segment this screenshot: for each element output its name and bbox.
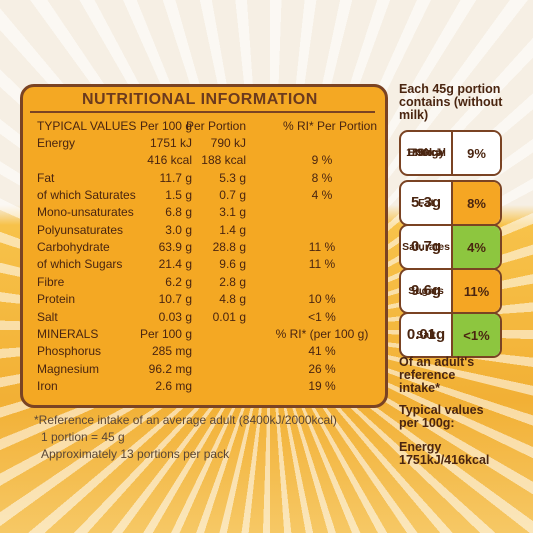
light-text: 0.7g [410,238,441,255]
table-cell: 9 % [311,153,333,168]
nutrition-panel [20,84,388,408]
table-cell: 2.8 g [219,274,246,289]
table-cell: 4.8 g [219,292,246,307]
light-text: Fat [418,196,434,209]
side-note: Typical values per 100g: [399,403,484,430]
table-cell: 1.4 g [219,222,246,237]
table-cell: 5.3 g [219,170,246,185]
divider [30,111,375,113]
table-cell: 19 % [308,378,336,393]
table-cell: Mono-unsaturates [37,205,134,220]
light-text: 5.3g [410,194,441,211]
table-cell: 4 % [311,188,333,203]
light-box: Salt 0.01g <1% [399,312,502,358]
table-cell: 10 % [308,292,336,307]
table-cell: 285 mg [151,344,192,359]
light-percent: <1% [453,314,500,356]
table-cell: Salt [37,309,58,324]
header-cell: % RI* Per Portion [282,119,378,133]
side-intro: Each 45g portion contains (without milk) [399,82,503,122]
light-box: Energy 790kJ 188kcal 9% [399,130,502,176]
header-cell: TYPICAL VALUES [37,119,137,133]
light-box: Saturates 0.7g 4% [399,224,502,270]
light-text: 790kJ [410,146,442,159]
table-cell: 2.6 mg [155,378,192,393]
table-cell: Fat [37,170,55,185]
table-cell: 790 kJ [210,136,246,150]
light-text: Salt [416,328,436,341]
table-cell: 3.0 g [165,222,192,237]
table-cell: 416 kcal [147,153,192,168]
table-cell: 0.01 g [212,309,246,324]
table-cell: of which Sugars [37,257,123,272]
footnote: 1 portion = 45 g [41,430,125,444]
table-cell: 0.7 g [219,188,246,203]
light-label: Salt 0.01g [401,314,453,356]
light-label: Sugars 9.6g [401,270,453,312]
table-cell: % RI* (per 100 g) [275,326,369,341]
side-note: Of an adult's reference intake* [399,355,475,395]
table-cell: Energy [37,136,76,150]
table-cell: 21.4 g [158,257,192,272]
header-cell: Per 100 g [139,119,192,133]
table-cell: Polyunsaturates [37,222,124,237]
table-cell: Protein [37,292,76,307]
light-percent: 9% [453,132,500,174]
light-box: Fat 5.3g 8% [399,180,502,226]
light-box: Sugars 9.6g 11% [399,268,502,314]
table-cell: 6.8 g [165,205,192,220]
table-cell: 28.8 g [212,240,246,255]
table-cell: MINERALS [37,326,99,341]
light-text: 188kcal [406,146,446,159]
light-percent: 11% [453,270,500,312]
light-percent: 4% [453,226,500,268]
table-cell: of which Saturates [37,188,136,203]
side-note: Energy 1751kJ/416kcal [399,440,490,467]
light-text: Energy [407,146,445,159]
table-cell: 96.2 mg [148,361,192,376]
table-cell: Fibre [37,274,65,289]
table-cell: 9.6 g [219,257,246,272]
table-cell: Iron [37,378,58,393]
light-text: 0.01g [406,326,446,343]
table-cell: 10.7 g [158,292,192,307]
light-label: Saturates 0.7g [401,226,453,268]
table-cell: 188 kcal [201,153,246,168]
table-cell: 11.7 g [159,170,192,185]
light-label: Fat 5.3g [401,182,453,224]
table-cell: Carbohydrate [37,240,110,255]
table-cell: Magnesium [37,361,100,376]
light-text: Saturates [402,240,450,253]
table-cell: 1.5 g [165,188,192,203]
light-text: 9.6g [410,282,441,299]
table-cell: Phosphorus [37,344,102,359]
title: NUTRITIONAL INFORMATION [82,91,318,108]
table-cell: 6.2 g [165,274,192,289]
table-cell: 11 % [308,240,336,255]
table-cell: 26 % [308,361,336,376]
table-cell: 8 % [311,170,333,185]
footnote: *Reference intake of an average adult (8… [34,413,337,427]
table-cell: <1 % [308,309,336,324]
table-cell: 63.9 g [158,240,192,255]
table-cell: 0.03 g [158,309,192,324]
light-text: Sugars [408,284,444,297]
footnote: Approximately 13 portions per pack [41,447,230,461]
table-cell: 3.1 g [219,205,246,220]
header-cell: Per Portion [185,119,246,133]
table-cell: 11 % [308,257,336,272]
table-cell: 1751 kJ [149,136,192,150]
light-label: Energy 790kJ 188kcal [401,132,453,174]
table-cell: Per 100 g [139,326,192,341]
light-percent: 8% [453,182,500,224]
table-cell: 41 % [308,344,336,359]
